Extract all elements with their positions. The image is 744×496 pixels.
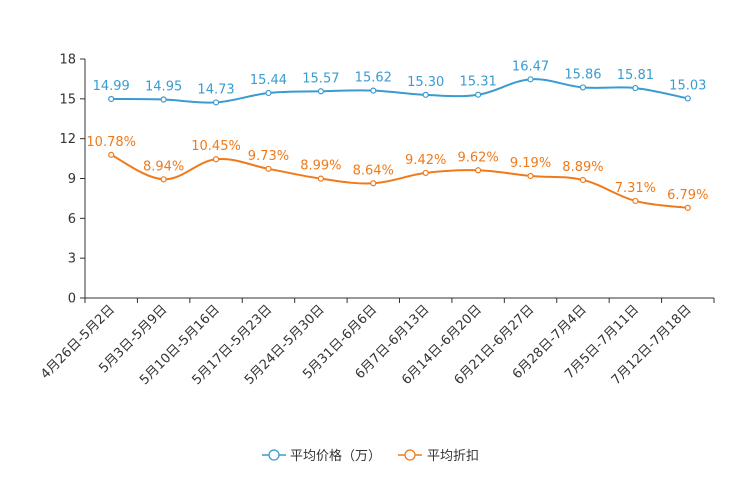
data-point	[422, 169, 429, 177]
data-point	[317, 88, 324, 95]
data-label: 10.45%	[191, 139, 241, 154]
data-point	[684, 204, 691, 211]
data-point	[212, 99, 220, 106]
data-label: 16.47	[512, 59, 549, 74]
data-point	[684, 95, 691, 102]
data-label: 8.89%	[562, 160, 603, 175]
data-label: 15.44	[250, 73, 287, 88]
y-tick-label: 9	[68, 172, 76, 187]
data-label: 8.64%	[353, 163, 394, 178]
data-point	[527, 172, 534, 180]
data-label: 9.42%	[405, 153, 446, 168]
data-label: 6.79%	[667, 188, 708, 203]
data-point	[370, 87, 377, 94]
legend-marker-1	[268, 449, 280, 461]
y-tick-label: 0	[68, 292, 76, 307]
data-label: 15.86	[564, 67, 601, 82]
legend-label-1: 平均价格（万）	[290, 448, 381, 464]
data-label: 15.57	[302, 71, 339, 86]
data-point	[579, 84, 587, 91]
data-point	[579, 176, 587, 184]
legend-marker-2	[404, 449, 416, 461]
data-point	[212, 156, 220, 163]
data-point	[265, 165, 272, 172]
data-point	[265, 89, 272, 97]
data-point	[527, 76, 534, 83]
data-label: 8.99%	[300, 159, 341, 174]
data-label: 14.95	[145, 79, 182, 94]
data-label: 14.99	[93, 79, 130, 94]
data-point	[370, 180, 377, 187]
data-point	[422, 91, 429, 98]
data-label: 15.03	[669, 78, 706, 93]
y-tick-label: 12	[59, 132, 76, 147]
series-line-1	[111, 78, 688, 104]
data-label: 9.62%	[457, 150, 498, 165]
data-label: 10.78%	[86, 135, 136, 150]
data-point	[475, 91, 482, 98]
data-point	[108, 151, 115, 158]
data-point	[160, 96, 167, 103]
data-point	[475, 167, 482, 174]
legend-label-2: 平均折扣	[427, 449, 479, 464]
data-point	[108, 95, 115, 103]
y-tick-label: 18	[59, 53, 76, 68]
data-label: 15.31	[460, 75, 497, 90]
data-label: 15.81	[617, 68, 654, 83]
y-tick-label: 15	[59, 92, 76, 107]
data-label: 15.62	[355, 71, 392, 86]
data-point	[632, 84, 639, 92]
data-point	[160, 176, 167, 183]
data-label: 7.31%	[615, 181, 656, 196]
y-tick-label: 3	[68, 252, 76, 267]
data-label: 8.94%	[143, 159, 184, 174]
data-label: 9.19%	[510, 156, 551, 171]
data-point	[317, 175, 324, 182]
data-label: 14.73	[197, 82, 234, 97]
series-line-2	[110, 153, 688, 209]
y-tick-label: 6	[68, 212, 76, 227]
data-point	[632, 197, 639, 205]
data-label: 9.73%	[248, 149, 289, 164]
data-label: 15.30	[407, 75, 444, 90]
